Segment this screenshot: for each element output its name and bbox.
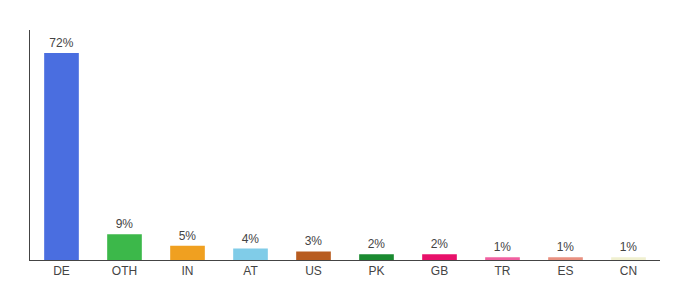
svg-text:1%: 1% <box>494 240 512 254</box>
svg-text:AT: AT <box>243 264 258 278</box>
svg-text:OTH: OTH <box>112 264 137 278</box>
svg-text:4%: 4% <box>242 232 260 246</box>
svg-text:CN: CN <box>620 264 637 278</box>
svg-text:IN: IN <box>182 264 194 278</box>
svg-text:PK: PK <box>368 264 384 278</box>
svg-text:2%: 2% <box>368 237 386 251</box>
svg-text:72%: 72% <box>49 36 73 50</box>
svg-text:1%: 1% <box>557 240 575 254</box>
svg-text:2%: 2% <box>431 237 449 251</box>
svg-text:1%: 1% <box>620 240 638 254</box>
svg-text:ES: ES <box>557 264 573 278</box>
svg-text:TR: TR <box>495 264 511 278</box>
svg-text:3%: 3% <box>305 234 323 248</box>
svg-text:US: US <box>305 264 322 278</box>
svg-text:DE: DE <box>53 264 70 278</box>
svg-text:5%: 5% <box>179 229 197 243</box>
svg-text:9%: 9% <box>116 217 134 231</box>
svg-text:GB: GB <box>431 264 448 278</box>
